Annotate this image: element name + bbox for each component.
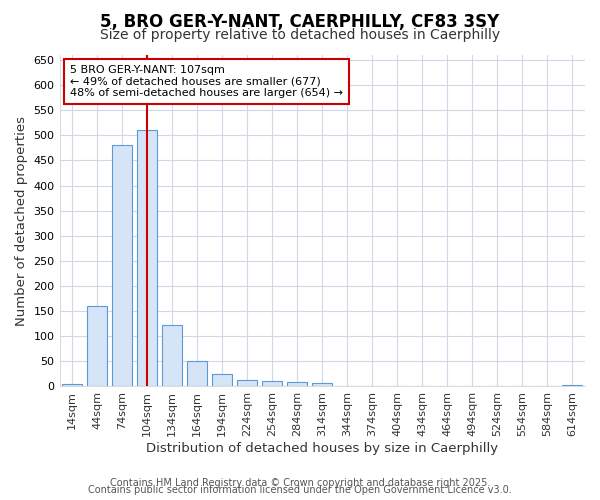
Text: Size of property relative to detached houses in Caerphilly: Size of property relative to detached ho… <box>100 28 500 42</box>
Bar <box>262 382 282 386</box>
Bar <box>137 130 157 386</box>
Bar <box>112 146 132 386</box>
Bar <box>562 385 583 386</box>
Bar <box>237 380 257 386</box>
Bar <box>87 306 107 386</box>
Text: 5, BRO GER-Y-NANT, CAERPHILLY, CF83 3SY: 5, BRO GER-Y-NANT, CAERPHILLY, CF83 3SY <box>100 12 500 30</box>
Text: Contains public sector information licensed under the Open Government Licence v3: Contains public sector information licen… <box>88 485 512 495</box>
Bar <box>162 325 182 386</box>
Bar <box>287 382 307 386</box>
Bar <box>212 374 232 386</box>
Bar <box>62 384 82 386</box>
Bar <box>187 362 207 386</box>
Text: Contains HM Land Registry data © Crown copyright and database right 2025.: Contains HM Land Registry data © Crown c… <box>110 478 490 488</box>
Text: 5 BRO GER-Y-NANT: 107sqm
← 49% of detached houses are smaller (677)
48% of semi-: 5 BRO GER-Y-NANT: 107sqm ← 49% of detach… <box>70 65 343 98</box>
X-axis label: Distribution of detached houses by size in Caerphilly: Distribution of detached houses by size … <box>146 442 499 455</box>
Y-axis label: Number of detached properties: Number of detached properties <box>15 116 28 326</box>
Bar <box>312 383 332 386</box>
